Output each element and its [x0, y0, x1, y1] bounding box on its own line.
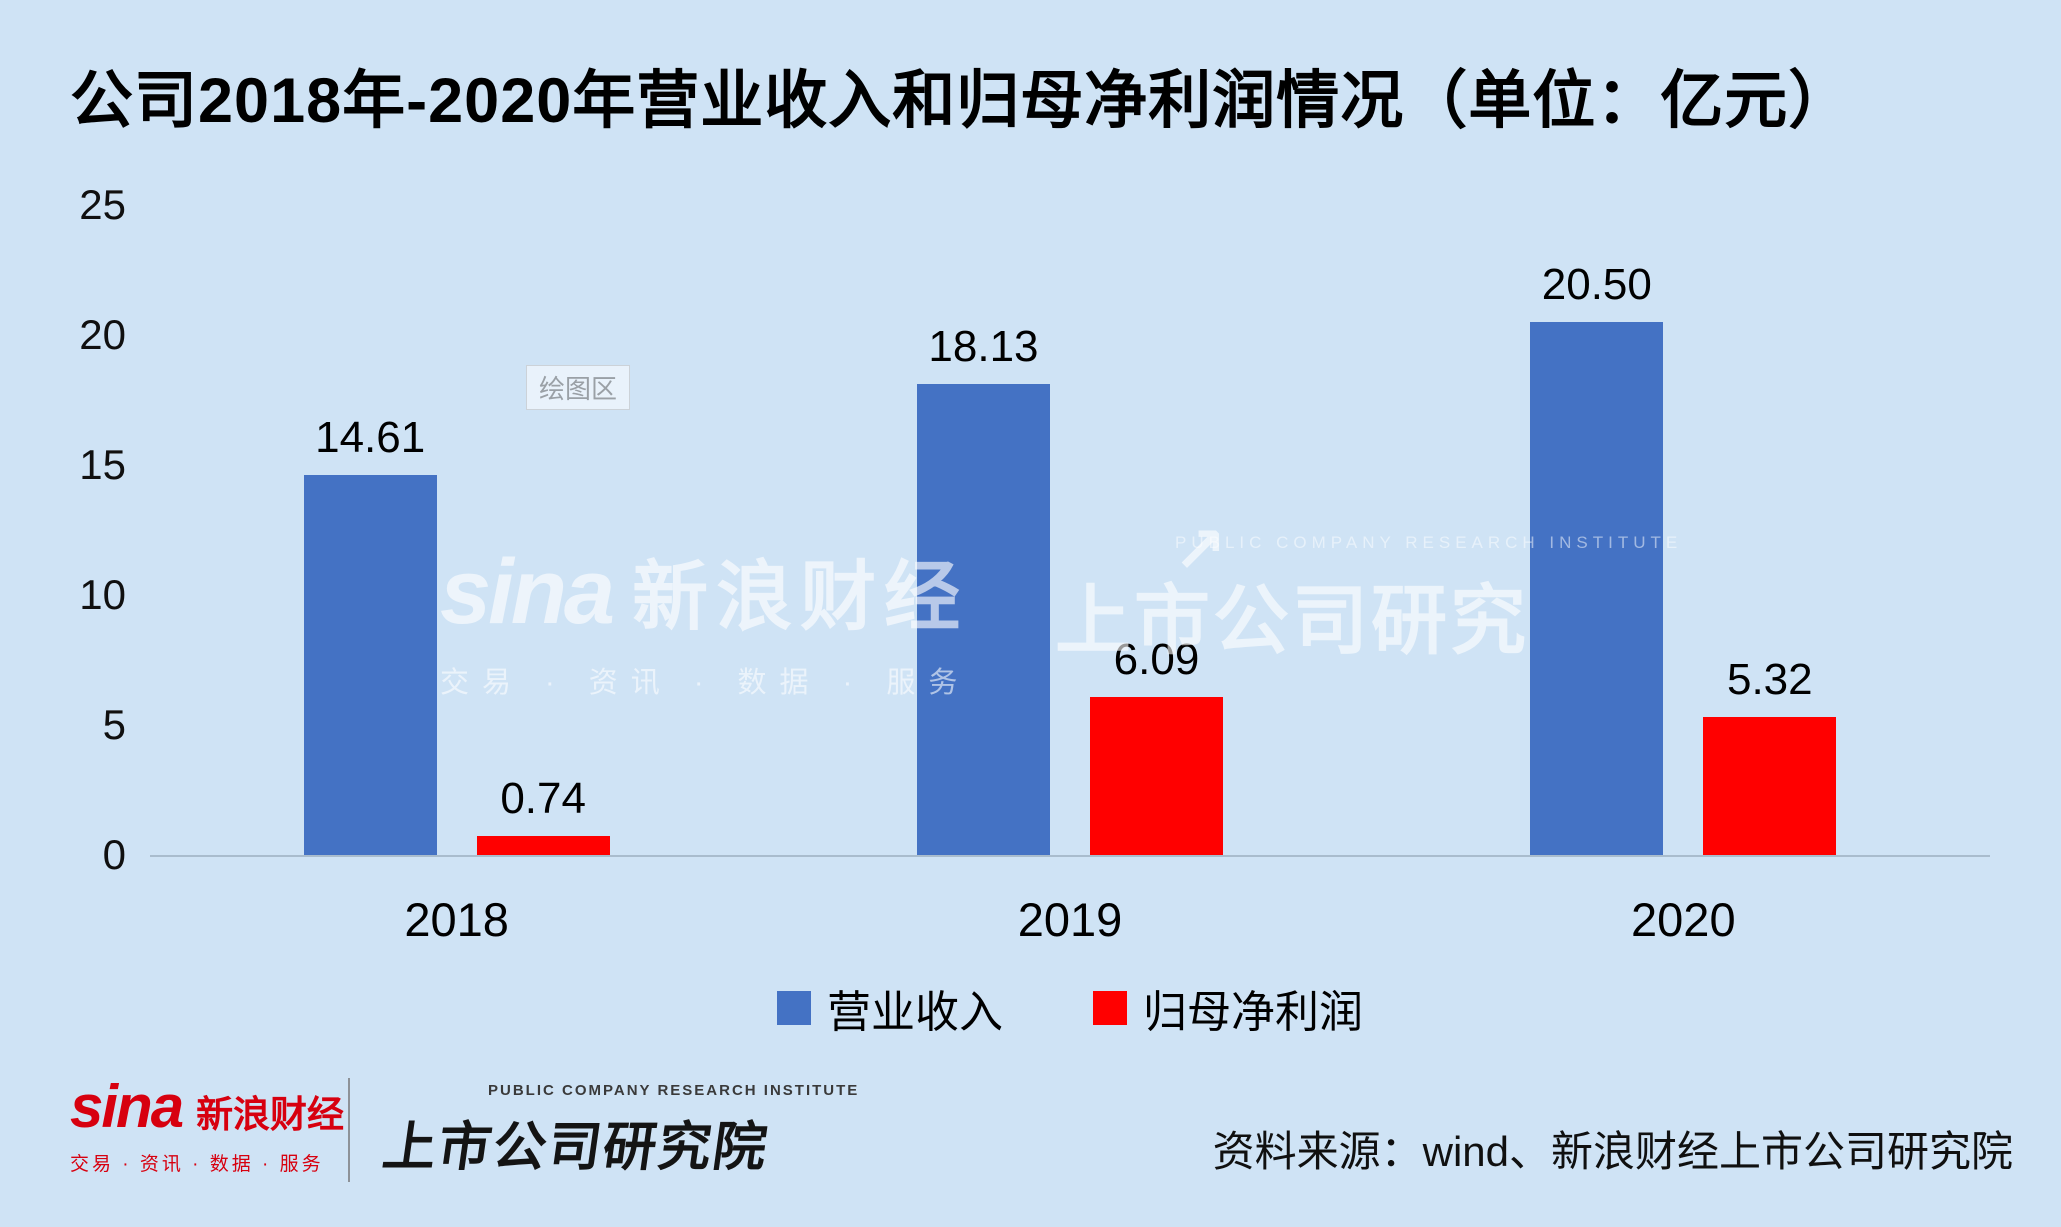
x-axis-label-2018: 2018 — [404, 893, 509, 946]
bar-value-label: 5.32 — [1726, 654, 1813, 704]
y-tick-label-15: 15 — [79, 441, 126, 488]
bar-wrap-2018-series1: 0.74 — [476, 773, 610, 855]
x-axis-label-2020: 2020 — [1631, 893, 1736, 946]
legend-label-series0: 营业收入 — [827, 988, 1003, 1037]
bar-2019-series1 — [1089, 696, 1223, 855]
y-tick-label-0: 0 — [102, 831, 126, 878]
legend-swatch-series0 — [777, 991, 811, 1025]
bar-wrap-2020-series1: 5.32 — [1703, 654, 1837, 855]
y-tick-label-5: 5 — [102, 701, 126, 748]
bar-value-label: 14.61 — [315, 413, 426, 463]
x-axis-labels: 2018 2019 2020 — [150, 892, 1990, 947]
bar-groups: 14.61 0.74 18.13 6.09 20.50 5.32 — [150, 205, 1990, 855]
sina-tagline: 交易 · 资讯 · 数据 · 服务 — [70, 1154, 324, 1175]
institute-name-en: PUBLIC COMPANY RESEARCH INSTITUTE — [488, 1082, 860, 1099]
legend-item-series0: 营业收入 — [777, 976, 1003, 1040]
plot-area: 14.61 0.74 18.13 6.09 20.50 5.32 绘图区 sina 新浪财… — [150, 205, 1990, 857]
bar-value-label: 20.50 — [1541, 260, 1652, 309]
y-axis: 0 5 10 15 20 25 — [0, 181, 126, 878]
bar-2019-series0 — [916, 383, 1050, 855]
y-tick-label-25: 25 — [79, 181, 126, 228]
footer-divider — [348, 1078, 350, 1182]
sina-finance-logo: sina 新浪财经 交易 · 资讯 · 数据 · 服务 — [70, 1072, 344, 1176]
bar-group-2019: 18.13 6.09 — [763, 205, 1376, 855]
bar-wrap-2019-series1: 6.09 — [1089, 634, 1223, 855]
bar-value-label: 18.13 — [928, 321, 1039, 371]
bar-value-label: 0.74 — [500, 773, 586, 823]
bar-2020-series0 — [1530, 322, 1664, 855]
institute-name-cn: 上市公司研究院 — [379, 1118, 773, 1177]
legend-item-series1: 归母净利润 — [1093, 976, 1363, 1040]
sina-finance-name: 新浪财经 — [196, 1094, 345, 1135]
bar-2018-series0 — [303, 475, 437, 855]
y-tick-label-20: 20 — [79, 311, 126, 358]
data-source-text: 资料来源：wind、新浪财经上市公司研究院 — [1212, 1128, 2013, 1175]
bar-group-2020: 20.50 5.32 — [1377, 205, 1990, 855]
bar-2018-series1 — [476, 835, 610, 855]
bar-wrap-2018-series0: 14.61 — [303, 413, 437, 855]
institute-logo: PUBLIC COMPANY RESEARCH INSTITUTE 上市公司研究… — [379, 1082, 860, 1181]
sina-logo-text: sina — [70, 1073, 184, 1140]
bar-wrap-2019-series0: 18.13 — [916, 321, 1050, 855]
bar-2020-series1 — [1703, 716, 1837, 855]
bar-wrap-2020-series0: 20.50 — [1530, 260, 1664, 855]
bar-value-label: 6.09 — [1113, 634, 1200, 684]
x-axis-label-2019: 2019 — [1017, 893, 1123, 946]
y-tick-label-10: 10 — [79, 571, 126, 618]
chart-legend: 营业收入 归母净利润 — [150, 976, 1990, 1040]
bar-group-2018: 14.61 0.74 — [150, 205, 763, 855]
legend-label-series1: 归母净利润 — [1143, 988, 1363, 1037]
chart-title: 公司2018年-2020年营业收入和归母净利润情况（单位：亿元） — [70, 66, 1853, 136]
legend-swatch-series1 — [1093, 991, 1127, 1025]
